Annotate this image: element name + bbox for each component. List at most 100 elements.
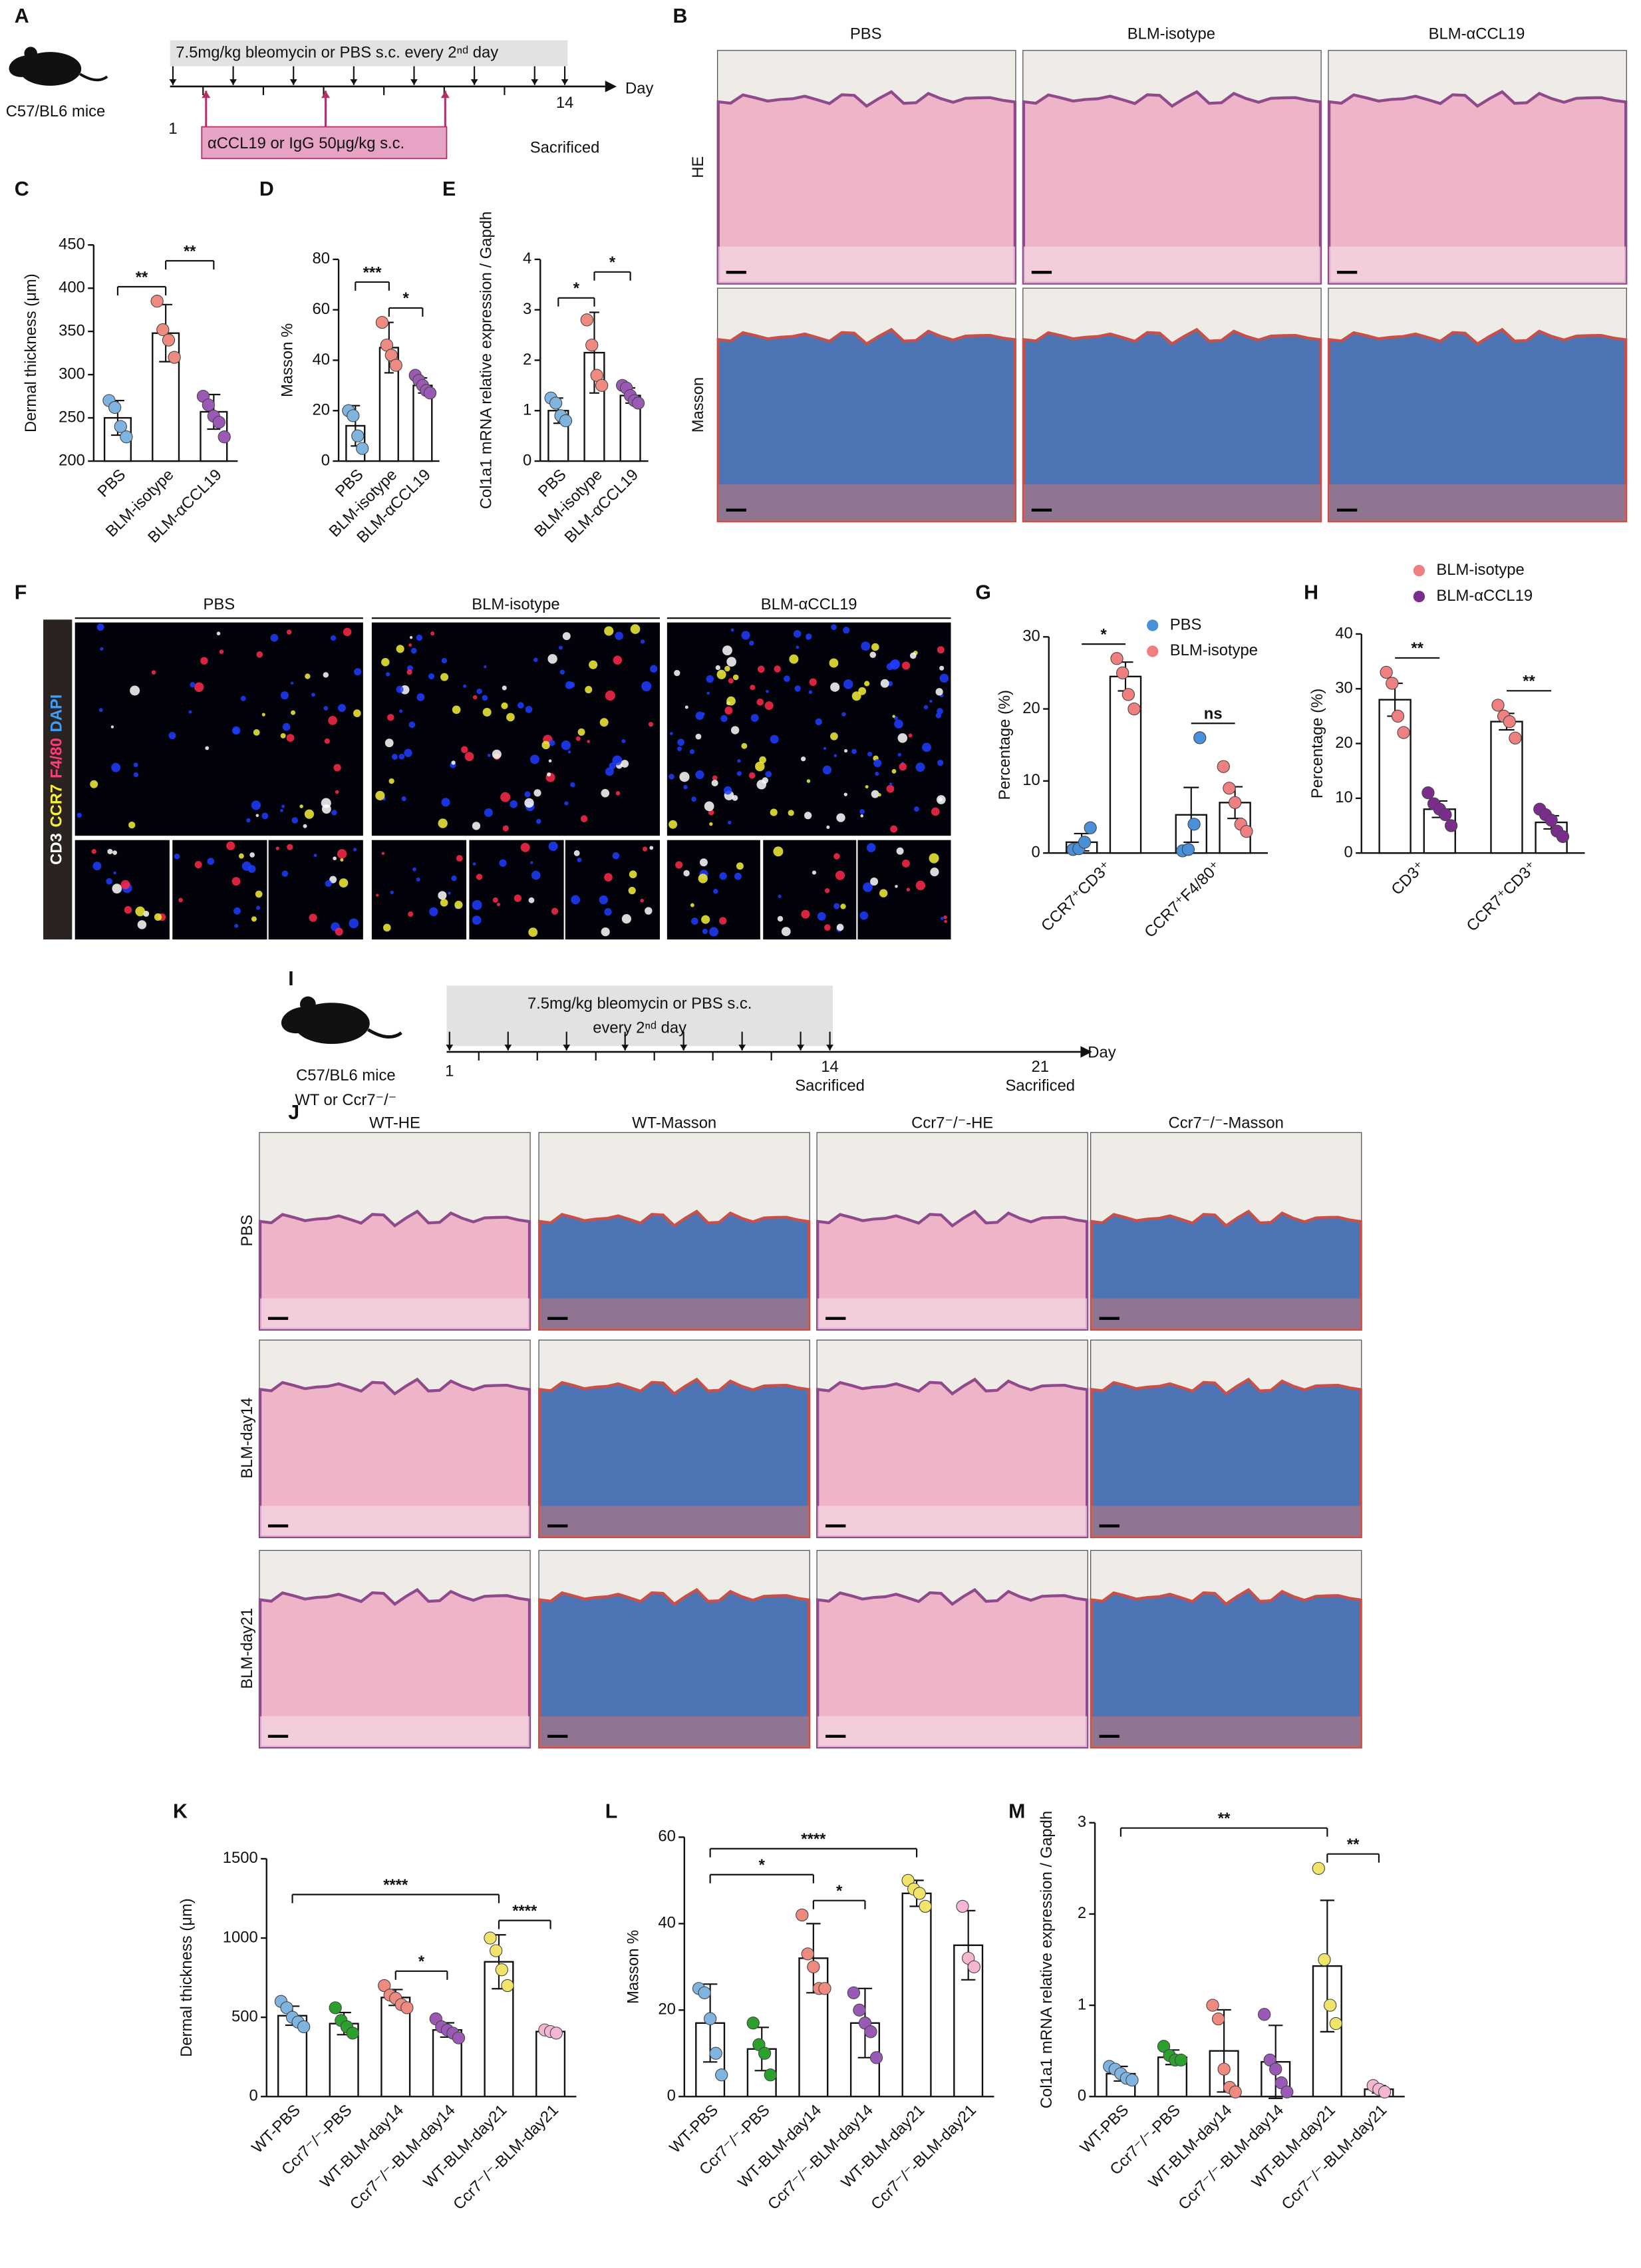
cell xyxy=(256,905,261,910)
treatment-text: 7.5mg/kg bleomycin or PBS s.c. every 2ⁿᵈ… xyxy=(176,43,498,61)
data-point xyxy=(389,359,402,372)
cell xyxy=(726,696,736,706)
cell xyxy=(737,759,741,763)
cell xyxy=(528,897,535,903)
cell xyxy=(339,878,349,888)
cell xyxy=(699,858,708,867)
data-point xyxy=(202,398,216,412)
cell xyxy=(806,779,811,783)
row-label: Masson xyxy=(689,377,707,432)
cell xyxy=(460,746,468,754)
cell xyxy=(226,841,235,850)
cell xyxy=(630,624,641,634)
y-tick-label: 0 xyxy=(321,451,330,469)
cell xyxy=(408,911,414,917)
cell xyxy=(822,765,832,774)
cell xyxy=(112,850,118,856)
cell xyxy=(890,825,898,833)
cell xyxy=(836,813,845,822)
cell xyxy=(824,888,830,893)
cell xyxy=(482,695,488,701)
arrow-head xyxy=(504,1045,512,1051)
cell xyxy=(615,791,621,796)
endpoint: Sacrificed xyxy=(795,1076,865,1094)
cell xyxy=(938,797,943,802)
cell xyxy=(401,796,406,802)
legend-label: BLM-isotype xyxy=(1170,641,1258,659)
cell xyxy=(865,785,869,789)
cell xyxy=(472,899,482,910)
cell xyxy=(939,665,945,671)
cell xyxy=(200,657,208,665)
cell xyxy=(709,822,713,826)
treatment-box xyxy=(170,40,568,67)
panel-label: G xyxy=(975,581,991,603)
cell xyxy=(438,818,448,828)
cell xyxy=(354,668,362,676)
data-point xyxy=(869,2051,883,2064)
panel-label: L xyxy=(605,1801,618,1823)
cell xyxy=(216,631,221,635)
y-tick-label: 30 xyxy=(1022,627,1040,645)
data-point xyxy=(400,2001,414,2015)
data-point xyxy=(847,1986,861,1999)
row-label: BLM-day21 xyxy=(238,1608,256,1689)
cell xyxy=(648,722,654,727)
y-tick-label: 1000 xyxy=(223,1928,258,1946)
cell xyxy=(604,873,613,882)
data-point xyxy=(1263,2053,1276,2067)
cell xyxy=(748,772,756,779)
cell xyxy=(935,688,943,696)
y-tick-label: 250 xyxy=(59,408,85,426)
cell xyxy=(640,639,645,644)
cell xyxy=(502,825,509,832)
arrow-head xyxy=(470,79,478,85)
cell xyxy=(793,629,802,638)
y-tick-label: 1 xyxy=(1078,1995,1086,2013)
cell xyxy=(106,878,113,885)
data-point xyxy=(698,1986,711,1999)
cell xyxy=(531,870,541,880)
data-point xyxy=(1280,2085,1294,2099)
cell xyxy=(280,691,289,700)
cell xyxy=(233,907,241,915)
cell xyxy=(935,713,942,719)
data-point xyxy=(212,415,225,429)
bar xyxy=(412,385,433,462)
mouse-strain: C57/BL6 mice xyxy=(296,1066,396,1084)
cell xyxy=(492,897,498,903)
arrow-head xyxy=(321,90,331,98)
cell xyxy=(851,691,861,701)
stain-name: CCR7 xyxy=(48,784,66,828)
cell xyxy=(675,861,683,869)
cell xyxy=(840,903,846,909)
data-point xyxy=(1187,818,1201,831)
cell xyxy=(440,898,448,907)
cell xyxy=(438,891,447,900)
cell xyxy=(476,874,483,880)
cell xyxy=(492,749,502,759)
tissue-deep xyxy=(1329,246,1626,283)
cell xyxy=(375,790,385,800)
cell xyxy=(107,848,113,855)
cell xyxy=(353,709,361,717)
cell xyxy=(896,847,904,855)
cell xyxy=(472,695,478,700)
row-label: HE xyxy=(689,156,707,178)
data-point xyxy=(168,351,181,364)
cell xyxy=(796,645,800,649)
cell xyxy=(645,907,653,915)
data-point xyxy=(1240,825,1253,838)
cell xyxy=(830,682,840,692)
cell xyxy=(843,792,847,796)
data-point xyxy=(162,333,176,347)
data-point xyxy=(1229,2085,1242,2099)
antibody-box xyxy=(201,126,448,160)
cell xyxy=(571,895,581,905)
cell xyxy=(817,911,826,921)
cell xyxy=(384,738,394,748)
cell xyxy=(577,728,585,736)
significance-label: * xyxy=(573,279,580,297)
axis-label: Day xyxy=(1088,1044,1116,1062)
cell xyxy=(894,719,903,729)
